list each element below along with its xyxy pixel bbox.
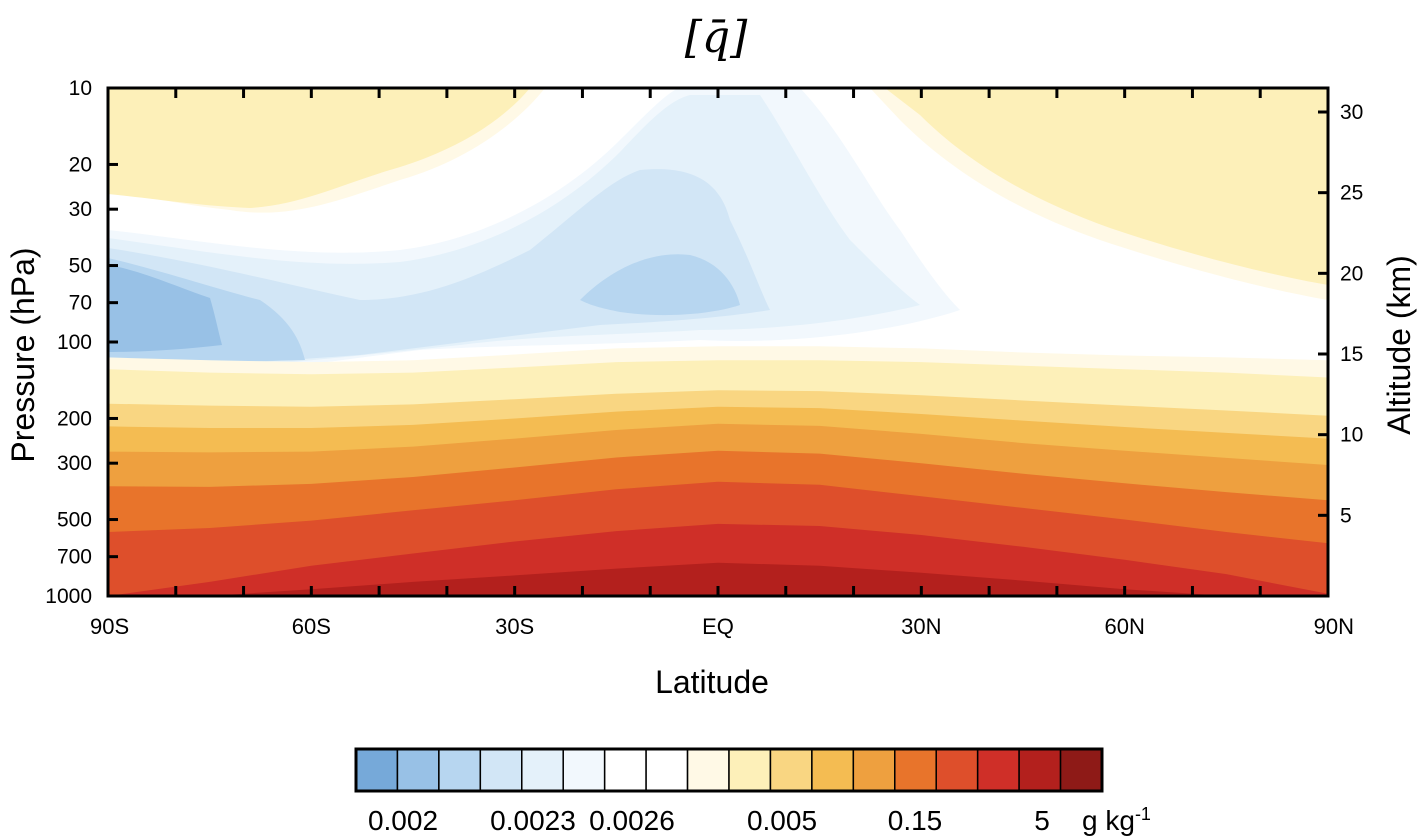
contour-band: [108, 523, 1328, 596]
colorbar-label: 0.0023: [490, 805, 576, 836]
y-tick-label: 500: [57, 509, 92, 532]
y-tick-label: 1000: [45, 585, 92, 608]
y-tick-labels: 10 20 30 50 70 100 200 300 500 700 1000: [45, 77, 92, 608]
x-tick-label: 60S: [292, 614, 331, 639]
colorbar-swatch: [645, 748, 689, 792]
y-tick-label: 30: [69, 198, 92, 221]
y-tick-label: 700: [57, 546, 92, 569]
contour-blue-4b: [580, 254, 740, 316]
colorbar-swatch: [1018, 748, 1062, 792]
x-tick-label: 60N: [1104, 614, 1144, 639]
colorbar-swatch: [396, 748, 440, 792]
y-right-tick-label: 30: [1340, 101, 1363, 124]
y-tick-label: 70: [69, 292, 92, 315]
y-tick-label: 50: [69, 255, 92, 278]
colorbar-swatch: [769, 748, 813, 792]
contour-band: [108, 562, 1328, 596]
y-right-tick-label: 20: [1340, 262, 1363, 285]
y-tick-label: 10: [69, 77, 92, 100]
x-axis-title: Latitude: [655, 664, 769, 700]
y-tick-label: 300: [57, 452, 92, 475]
colorbar-swatch: [811, 748, 855, 792]
colorbar-swatch: [686, 748, 730, 792]
colorbar-swatch: [852, 748, 896, 792]
y-axis-title: Pressure (hPa): [5, 247, 41, 462]
colorbar-swatch: [521, 748, 564, 792]
colorbar-label: 5: [1034, 805, 1050, 836]
colorbar-unit-base: g kg: [1082, 805, 1135, 836]
colorbar-label: 0.15: [888, 805, 943, 836]
colorbar-label: 0.005: [747, 805, 817, 836]
colorbar-swatch: [438, 748, 482, 792]
y-right-tick-label: 5: [1340, 504, 1352, 527]
colorbar-unit: g kg-1: [1082, 804, 1151, 836]
colorbar-swatch: [894, 748, 937, 792]
y-tick-label: 20: [69, 153, 92, 176]
y-tick-label: 200: [57, 407, 92, 430]
colorbar-swatch: [728, 748, 772, 792]
x-tick-label: 90N: [1314, 614, 1354, 639]
colorbar-frame: [354, 747, 1104, 793]
colorbar-unit-exp: -1: [1135, 804, 1151, 824]
colorbar-swatch: [935, 748, 979, 792]
axis-ticks: [106, 86, 1330, 598]
y-tick-label: 100: [57, 331, 92, 354]
y-right-tick-label: 10: [1340, 424, 1363, 447]
colorbar-swatch: [562, 748, 606, 792]
colorbar-label: 0.002: [368, 805, 438, 836]
contour-blue-5: [108, 265, 222, 352]
colorbar: [354, 747, 1104, 793]
colorbar-label: 0.0026: [589, 805, 675, 836]
colorbar-swatch: [355, 748, 399, 792]
x-tick-label: 30N: [901, 614, 941, 639]
contour-cap-right-inner: [885, 88, 1328, 285]
y-right-tick-label: 25: [1340, 182, 1363, 205]
contour-cap-left-inner: [108, 88, 530, 208]
x-tick-label: EQ: [702, 614, 734, 639]
x-tick-label: 90S: [90, 614, 129, 639]
x-tick-labels: 90S 60S 30S EQ 30N 60N 90N: [90, 614, 1354, 639]
colorbar-swatch: [603, 748, 647, 792]
chart-title: [q̄]: [685, 12, 748, 63]
y-right-axis-title: Altitude (km): [1381, 255, 1417, 435]
troposphere-bands: [108, 346, 1328, 596]
colorbar-swatch: [1059, 748, 1103, 792]
y-right-tick-labels: 5 10 15 20 25 30: [1340, 101, 1363, 527]
y-right-tick-label: 15: [1340, 343, 1363, 366]
x-tick-label: 30S: [495, 614, 534, 639]
colorbar-labels: 0.002 0.0023 0.0026 0.005 0.15 5: [368, 805, 1050, 836]
contour-field: [108, 88, 1328, 596]
colorbar-swatch: [976, 748, 1020, 792]
colorbar-swatch: [479, 748, 523, 792]
